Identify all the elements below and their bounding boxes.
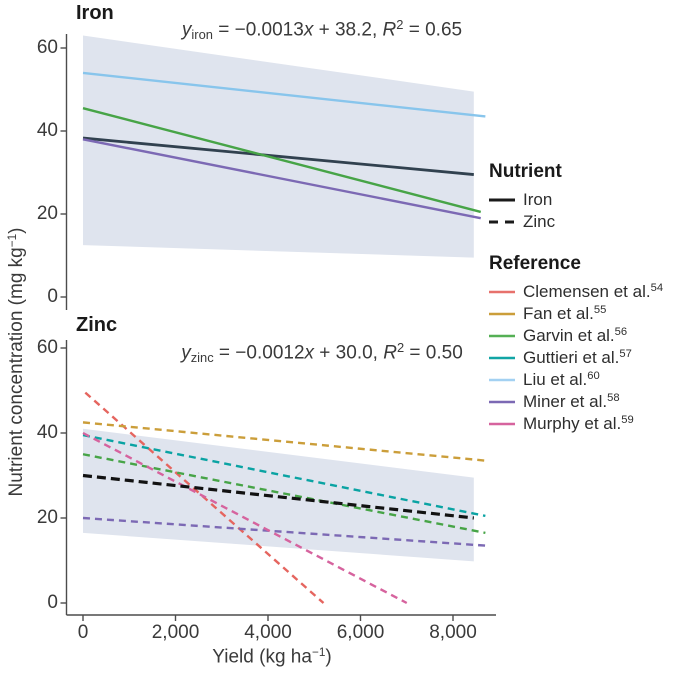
iron-series-garvin-et-al (82, 107, 482, 214)
iron-equation-y: y (181, 19, 192, 41)
legend-item-clemensen-et-al: Clemensen et al.54 (489, 281, 679, 303)
zinc-equation-sub: zinc (190, 350, 214, 366)
legend-line-swatch (489, 198, 515, 202)
legend-item-citation: 59 (621, 413, 634, 426)
legend-item-label: Zinc (523, 212, 556, 231)
iron-equation-x: x (303, 19, 314, 41)
x-axis-label-text: Yield (kg ha (212, 646, 312, 668)
x-axis-label-post: ) (325, 646, 332, 668)
zinc-series-garvin-et-al (82, 453, 486, 535)
iron-y-tick-label: 60 (36, 37, 58, 58)
iron-y-tick-label: 40 (36, 120, 58, 141)
legend-item-miner-et-al: Miner et al.58 (489, 391, 679, 413)
iron-equation: yiron = −0.0013x + 38.2, R2 = 0.65 (182, 17, 462, 42)
legend-line-swatch (489, 220, 515, 224)
iron-confidence-band (83, 35, 474, 258)
legend-item-label: Garvin et al.56 (523, 325, 628, 346)
x-tick-label: 6,000 (336, 622, 385, 643)
legend-item-label: Iron (523, 190, 553, 209)
legend-line-swatch (489, 400, 515, 404)
iron-series-overall-iron-fit (82, 136, 474, 176)
zinc-equation-rtail: = 0.50 (404, 342, 463, 364)
zinc-equation-mid: + 30.0, (314, 342, 384, 364)
legend-nutrient-header: Nutrient (489, 161, 562, 182)
x-tick-label: 2,000 (151, 622, 200, 643)
zinc-confidence-band (83, 428, 474, 562)
legend-line-swatch (489, 290, 515, 294)
legend-item-label: Murphy et al.59 (523, 413, 634, 434)
legend-item-label: Fan et al.55 (523, 303, 607, 324)
legend-item-citation: 55 (593, 303, 607, 316)
legend-item-fan-et-al: Fan et al.55 (489, 303, 679, 325)
iron-equation-r: R (382, 19, 397, 41)
x-axis-label: Yield (kg ha−1) (212, 646, 331, 668)
zinc-equation-x: x (304, 342, 315, 364)
legend-reference-items: Clemensen et al.54 Fan et al.55 Garvin et … (489, 281, 679, 435)
legend-item-garvin-et-al: Garvin et al.56 (489, 325, 679, 347)
zinc-y-tick-label: 40 (36, 422, 58, 443)
y-axis-label: Nutrient concentration (mg kg−1) (6, 228, 28, 497)
legend-line-swatch (489, 312, 515, 316)
legend-item-citation: 60 (587, 369, 600, 382)
legend-item-iron: Iron (489, 189, 679, 211)
legend-item-liu-et-al: Liu et al.60 (489, 369, 679, 391)
legend-item-label: Miner et al.58 (523, 391, 620, 412)
x-tick-label: 4,000 (244, 622, 292, 643)
zinc-equation-eq: = −0.0012 (213, 342, 305, 364)
iron-equation-sub: iron (191, 27, 213, 43)
zinc-y-tick-label: 20 (36, 507, 58, 528)
legend-line-swatch (489, 334, 515, 338)
iron-equation-rtail: = 0.65 (403, 19, 463, 41)
zinc-equation-y: y (181, 342, 191, 364)
y-axis-label-text: Nutrient concentration (mg kg (6, 247, 28, 497)
legend-item-citation: 54 (650, 281, 664, 294)
zinc-equation-rexp: 2 (396, 340, 405, 355)
zinc-series-fan-et-al (82, 421, 486, 462)
legend-item-zinc: Zinc (489, 211, 679, 233)
x-tick-label: 8,000 (429, 622, 477, 643)
y-axis-label-sup: −1 (5, 233, 19, 248)
legend-reference-header: Reference (489, 253, 581, 274)
zinc-series-murphy-et-al (82, 431, 408, 605)
zinc-series-miner-et-al (82, 516, 486, 547)
zinc-equation-r: R (383, 342, 397, 364)
x-axis-label-sup: −1 (311, 646, 326, 659)
legend-item-citation: 58 (607, 391, 620, 404)
legend-item-citation: 56 (614, 325, 628, 338)
zinc-panel-title: Zinc (76, 314, 118, 336)
legend: Nutrient Iron Zinc Reference Clemensen et… (489, 161, 679, 435)
legend-item-murphy-et-al: Murphy et al.59 (489, 413, 679, 435)
iron-equation-rexp: 2 (396, 17, 404, 32)
iron-series-liu-et-al (82, 71, 486, 118)
iron-y-tick-label: 20 (36, 203, 58, 224)
iron-equation-eq: = −0.0013 (212, 19, 304, 41)
zinc-equation: yzinc = −0.0012x + 30.0, R2 = 0.50 (181, 340, 463, 365)
zinc-series-overall-zinc-fit (82, 473, 474, 520)
legend-item-guttieri-et-al: Guttieri et al.57 (489, 347, 679, 369)
legend-nutrient-items: Iron Zinc (489, 189, 679, 233)
iron-equation-mid: + 38.2, (313, 19, 383, 41)
zinc-y-tick-label: 0 (47, 592, 58, 613)
y-axis-label-post: ) (6, 227, 28, 234)
legend-item-label: Guttieri et al.57 (523, 347, 632, 368)
zinc-y-tick-label: 60 (36, 337, 58, 358)
iron-series-miner-et-al (82, 138, 481, 220)
iron-y-tick-label: 0 (47, 286, 58, 307)
legend-line-swatch (489, 422, 515, 426)
legend-item-label: Liu et al.60 (523, 369, 600, 390)
x-tick-label: 0 (77, 622, 89, 643)
iron-panel-title: Iron (76, 2, 114, 24)
zinc-series-guttieri-et-al (82, 433, 486, 518)
legend-item-citation: 57 (619, 347, 632, 360)
legend-line-swatch (489, 378, 515, 382)
legend-item-label: Clemensen et al.54 (523, 281, 664, 302)
legend-line-swatch (489, 356, 515, 360)
